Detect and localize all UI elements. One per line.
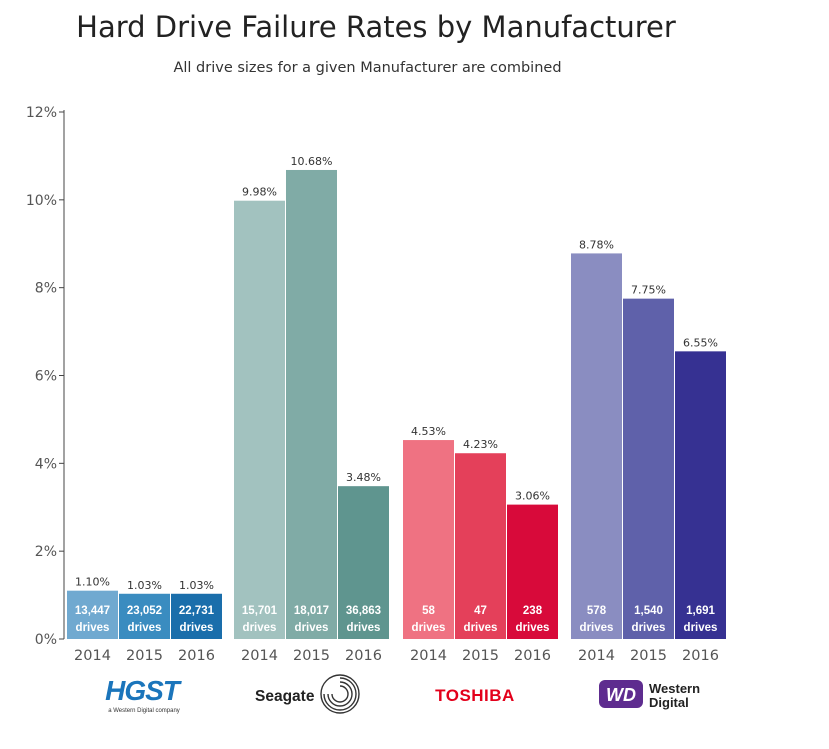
bar [119, 593, 170, 639]
x-tick-label: 2014 [410, 648, 447, 664]
bar-drive-count: 23,052 [127, 605, 162, 617]
x-tick-label: 2016 [682, 648, 719, 664]
bar [675, 351, 726, 639]
y-tick-label: 8% [35, 281, 57, 297]
bar-group-hgst: 1.10% 13,447 drives 2014 1.03% 23,052 drives 20… [67, 576, 222, 664]
x-tick-label: 2014 [74, 648, 111, 664]
y-tick-label: 10% [26, 193, 57, 209]
y-tick-label: 6% [35, 369, 57, 385]
bar-drive-count: 22,731 [179, 605, 215, 617]
bar [571, 253, 622, 639]
y-tick-label: 12% [26, 105, 57, 121]
y-tick-label: 4% [35, 456, 57, 472]
bar-drive-unit: drives [243, 622, 277, 634]
bar-drive-unit: drives [295, 622, 329, 634]
bar-drive-unit: drives [76, 622, 110, 634]
x-tick-label: 2016 [345, 648, 382, 664]
bar [286, 169, 337, 639]
wd-logo-mark: WD [606, 685, 636, 705]
bar-drive-count: 238 [523, 605, 543, 617]
bar-value-label: 3.48% [346, 471, 381, 484]
bars: 1.10% 13,447 drives 2014 1.03% 23,052 drives 20… [67, 155, 726, 664]
bar-value-label: 1.03% [179, 579, 214, 592]
bar-drive-unit: drives [464, 622, 498, 634]
bar-value-label: 4.53% [411, 425, 446, 438]
bar-drive-unit: drives [684, 622, 718, 634]
y-tick-label: 0% [35, 632, 57, 648]
bar [507, 504, 558, 639]
bar-drive-unit: drives [412, 622, 446, 634]
hgst-logo-text: HGST [105, 675, 183, 706]
hgst-logo-subtext: a Western Digital company [108, 708, 180, 714]
bar [623, 298, 674, 639]
bar [171, 593, 222, 639]
y-tick-label: 2% [35, 544, 57, 560]
bar-drive-unit: drives [180, 622, 214, 634]
wd-logo-text: Western Digital [649, 681, 700, 710]
bar-drive-count: 15,701 [242, 605, 278, 617]
logo-seagate: Seagate [250, 672, 365, 716]
x-tick-label: 2015 [630, 648, 667, 664]
toshiba-logo-text: TOSHIBA [435, 686, 515, 705]
x-tick-label: 2014 [241, 648, 278, 664]
bar-value-label: 6.55% [683, 336, 718, 349]
bar-value-label: 1.03% [127, 579, 162, 592]
bar [338, 486, 389, 639]
bar-value-label: 3.06% [515, 490, 550, 503]
bar [67, 590, 118, 639]
seagate-swirl-icon [320, 674, 360, 714]
bar-drive-count: 18,017 [294, 605, 329, 617]
x-tick-label: 2015 [462, 648, 499, 664]
bar [234, 200, 285, 639]
bar-drive-unit: drives [580, 622, 614, 634]
x-tick-label: 2016 [514, 648, 551, 664]
bar-group-seagate: 9.98% 15,701 drives 2014 10.68% 18,017 drives 2… [234, 155, 389, 664]
logo-western-digital: WD Western Digital [597, 672, 712, 716]
wd-badge-icon [599, 680, 643, 708]
bar [455, 453, 506, 639]
seagate-logo-text: Seagate [255, 688, 315, 705]
bar-drive-count: 36,863 [346, 605, 381, 617]
x-tick-label: 2015 [293, 648, 330, 664]
bar-group-toshiba: 4.53% 58 drives 2014 4.23% 47 drives 2015 3.06% 2… [403, 425, 558, 664]
x-tick-label: 2014 [578, 648, 615, 664]
bar-value-label: 8.78% [579, 238, 614, 251]
chart-subtitle: All drive sizes for a given Manufacturer… [173, 60, 562, 76]
bar-drive-count: 1,691 [686, 605, 715, 617]
bar-value-label: 10.68% [291, 155, 333, 168]
bar-drive-count: 47 [474, 605, 487, 617]
x-tick-label: 2016 [178, 648, 215, 664]
bar-drive-unit: drives [128, 622, 162, 634]
y-axis: 0% 2% 4% 6% 8% 10% 12% [26, 105, 65, 648]
bar-drive-count: 13,447 [75, 605, 110, 617]
bar-group-western-digital: 8.78% 578 drives 2014 7.75% 1,540 drives 2015 6.… [571, 238, 726, 664]
logo-hgst: HGST a Western Digital company [92, 672, 192, 716]
bar-value-label: 9.98% [242, 186, 277, 199]
bar-value-label: 7.75% [631, 284, 666, 297]
bar-drive-unit: drives [632, 622, 666, 634]
bar-drive-count: 578 [587, 605, 607, 617]
bar-value-label: 4.23% [463, 438, 498, 451]
bar-drive-unit: drives [516, 622, 550, 634]
bar [403, 440, 454, 639]
bar-value-label: 1.10% [75, 576, 110, 589]
chart-title: Hard Drive Failure Rates by Manufacturer [76, 10, 676, 44]
logo-toshiba: TOSHIBA [425, 672, 525, 716]
x-tick-label: 2015 [126, 648, 163, 664]
bar-drive-unit: drives [347, 622, 381, 634]
bar-drive-count: 58 [422, 605, 435, 617]
bar-drive-count: 1,540 [634, 605, 663, 617]
